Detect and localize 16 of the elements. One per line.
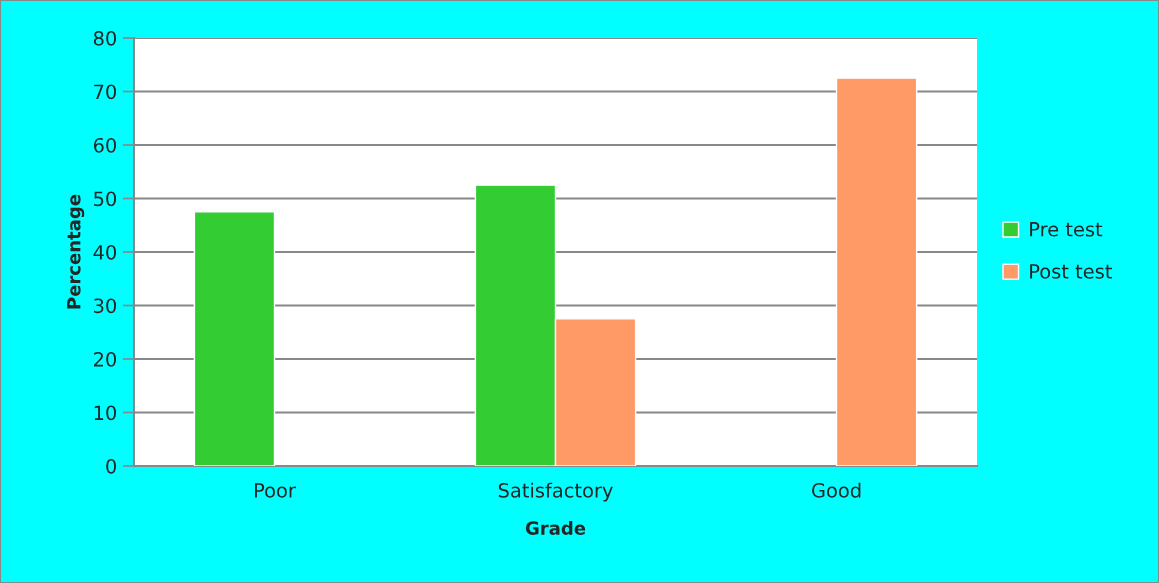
x-tick-label: Satisfactory <box>498 482 613 502</box>
y-tick-label: 50 <box>94 191 117 207</box>
y-tick-label: 70 <box>94 84 117 100</box>
y-tick-label: 10 <box>94 405 117 421</box>
x-axis-title: Grade <box>525 520 586 535</box>
x-tick-label: Good <box>812 482 861 498</box>
legend-label: Pre test <box>1030 222 1103 237</box>
y-tick-label: 60 <box>93 137 117 153</box>
legend-label: Post test <box>1030 264 1112 279</box>
y-tick-label: 80 <box>93 30 117 46</box>
y-axis-title: Percentage <box>67 194 85 309</box>
y-tick-label: 30 <box>94 298 117 314</box>
y-tick-label: 40 <box>93 244 117 260</box>
x-tick-label: Poor <box>254 483 296 498</box>
y-tick-label: 0 <box>106 458 117 474</box>
y-tick-label: 20 <box>94 351 117 367</box>
